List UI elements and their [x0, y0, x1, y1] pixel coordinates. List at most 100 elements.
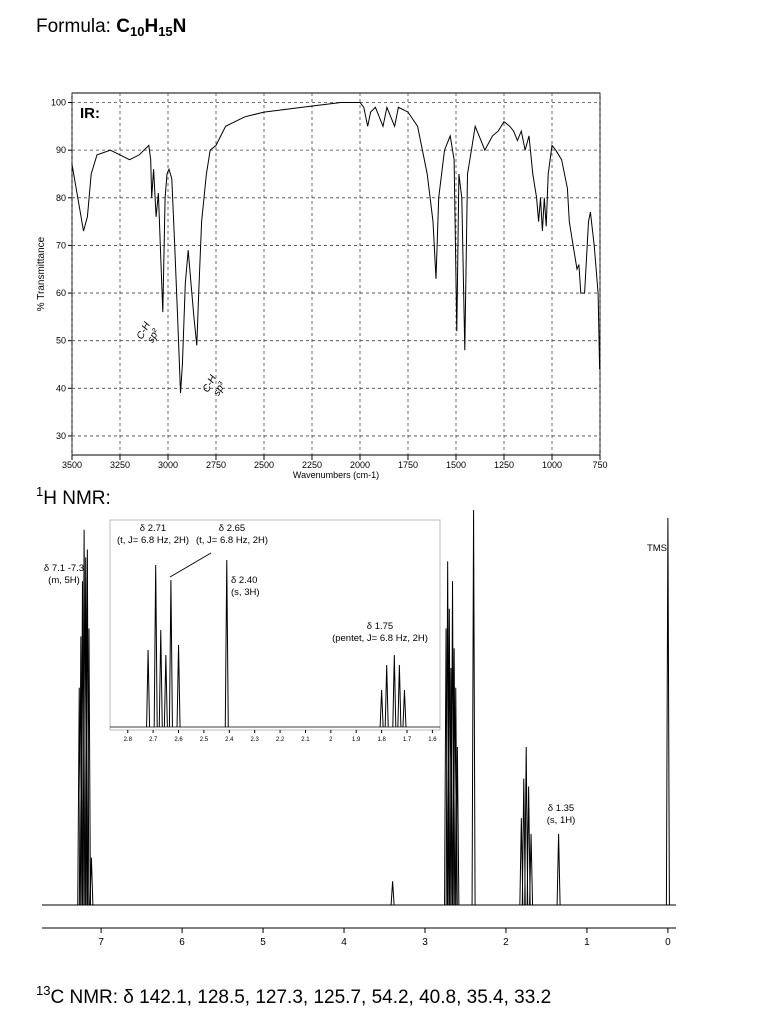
nmr-peak	[402, 689, 407, 728]
y-tick-label: 30	[56, 431, 66, 441]
x-tick-label: 2	[329, 737, 333, 743]
heading-text: H NMR:	[43, 488, 111, 509]
nmr-heading: 1H NMR:	[36, 484, 111, 509]
peak-label: (pentet, J= 6.8 Hz, 2H)	[332, 633, 428, 644]
x-tick-label: 1.8	[377, 737, 386, 743]
peak-label: (s, 1H)	[547, 815, 576, 826]
nmr-peak	[384, 664, 389, 728]
formula: Formula: C10H15N	[36, 16, 186, 39]
peak-label: (s, 3H)	[231, 587, 260, 598]
x-tick-label: 1.9	[352, 737, 361, 743]
x-tick-label: 4	[341, 937, 347, 948]
x-tick-label: 1.6	[428, 737, 437, 743]
peak-label: (m, 5H)	[48, 575, 80, 586]
leader-line	[169, 552, 212, 578]
nmr-peak	[471, 509, 476, 906]
ir-line	[71, 102, 601, 394]
nmr-peak	[176, 644, 181, 728]
nmr-peak	[556, 833, 561, 906]
y-tick-label: 70	[56, 240, 66, 250]
x-tick-label: 0	[665, 937, 671, 948]
nmr-peak	[665, 517, 670, 906]
y-tick-label: 60	[56, 288, 66, 298]
x-tick-label: 2.8	[124, 737, 133, 743]
peak-label: δ 1.35	[548, 803, 574, 814]
y-axis-label: % Transmittance	[36, 236, 47, 311]
x-tick-label: 1000	[542, 460, 562, 470]
formula-label: Formula:	[36, 16, 111, 37]
x-axis-label: Wavenumbers (cm-1)	[293, 470, 379, 480]
inset-frame	[109, 519, 441, 731]
x-tick-label: 2500	[254, 460, 274, 470]
y-tick-label: 100	[51, 98, 66, 108]
heading-sup: 1	[36, 484, 43, 499]
x-tick-label: 2750	[206, 460, 226, 470]
x-tick-label: 3000	[158, 460, 178, 470]
x-tick-label: 2.6	[174, 737, 183, 743]
peak-label: (t, J= 6.8 Hz, 2H)	[196, 535, 268, 546]
nmr-peak	[379, 689, 384, 728]
x-tick-label: 750	[592, 460, 607, 470]
x-tick-label: 5	[260, 937, 266, 948]
peak-label: δ 2.40	[231, 575, 257, 586]
x-tick-label: 1500	[446, 460, 466, 470]
x-tick-label: 2.3	[251, 737, 260, 743]
nmr-peak	[163, 654, 168, 728]
nmr-peak	[146, 649, 151, 728]
y-tick-label: 90	[56, 145, 66, 155]
nmr-peak	[153, 564, 158, 728]
x-tick-label: 3500	[62, 460, 82, 470]
peak-label: δ 2.65	[219, 523, 245, 534]
peak-label: TMS	[647, 543, 667, 554]
nmr-peak	[524, 746, 529, 906]
x-tick-label: 2.4	[225, 737, 234, 743]
y-tick-label: 40	[56, 383, 66, 393]
x-tick-label: 7	[98, 937, 104, 948]
c13-text: 13C NMR: δ 142.1, 128.5, 127.3, 125.7, 5…	[36, 983, 551, 1008]
peak-label: δ 7.1 -7.3	[44, 563, 84, 574]
ir-frame	[71, 92, 601, 456]
x-tick-label: 2.7	[149, 737, 158, 743]
formula-part: N	[173, 16, 187, 37]
nmr-peak	[224, 559, 229, 728]
peak-label: δ 2.71	[140, 523, 166, 534]
chart-title: IR:	[80, 105, 100, 122]
nmr-peak	[392, 654, 397, 728]
x-tick-label: 2.2	[276, 737, 285, 743]
formula-part: H	[144, 16, 158, 37]
formula-part: 15	[158, 24, 172, 39]
x-tick-label: 3	[422, 937, 428, 948]
x-tick-label: 1250	[494, 460, 514, 470]
nmr-peak	[455, 746, 460, 906]
x-tick-label: 2.1	[301, 737, 310, 743]
formula-part: 10	[130, 24, 144, 39]
x-tick-label: 2.5	[200, 737, 209, 743]
nmr-peak	[397, 664, 402, 728]
y-tick-label: 50	[56, 336, 66, 346]
x-tick-label: 2	[503, 937, 509, 948]
nmr-peak	[526, 786, 531, 906]
x-tick-label: 1	[584, 937, 590, 948]
x-tick-label: 6	[179, 937, 185, 948]
nmr-peak	[158, 629, 163, 728]
nmr-peak	[448, 667, 453, 906]
nmr-peak	[89, 857, 94, 906]
peak-label: (t, J= 6.8 Hz, 2H)	[117, 535, 189, 546]
c13-line: C NMR: δ 142.1, 128.5, 127.3, 125.7, 54.…	[50, 987, 551, 1008]
nmr-peak	[168, 579, 173, 728]
nmr-peak	[86, 628, 91, 906]
x-tick-label: 2250	[302, 460, 322, 470]
nmr-peak	[390, 881, 395, 906]
peak-label: δ 1.75	[367, 621, 393, 632]
y-tick-label: 80	[56, 193, 66, 203]
formula-part: C	[116, 16, 130, 37]
x-tick-label: 3250	[110, 460, 130, 470]
c13-sup: 13	[36, 983, 50, 998]
nmr-peak	[529, 833, 534, 906]
x-tick-label: 1.7	[403, 737, 412, 743]
x-tick-label: 1750	[398, 460, 418, 470]
x-tick-label: 2000	[350, 460, 370, 470]
